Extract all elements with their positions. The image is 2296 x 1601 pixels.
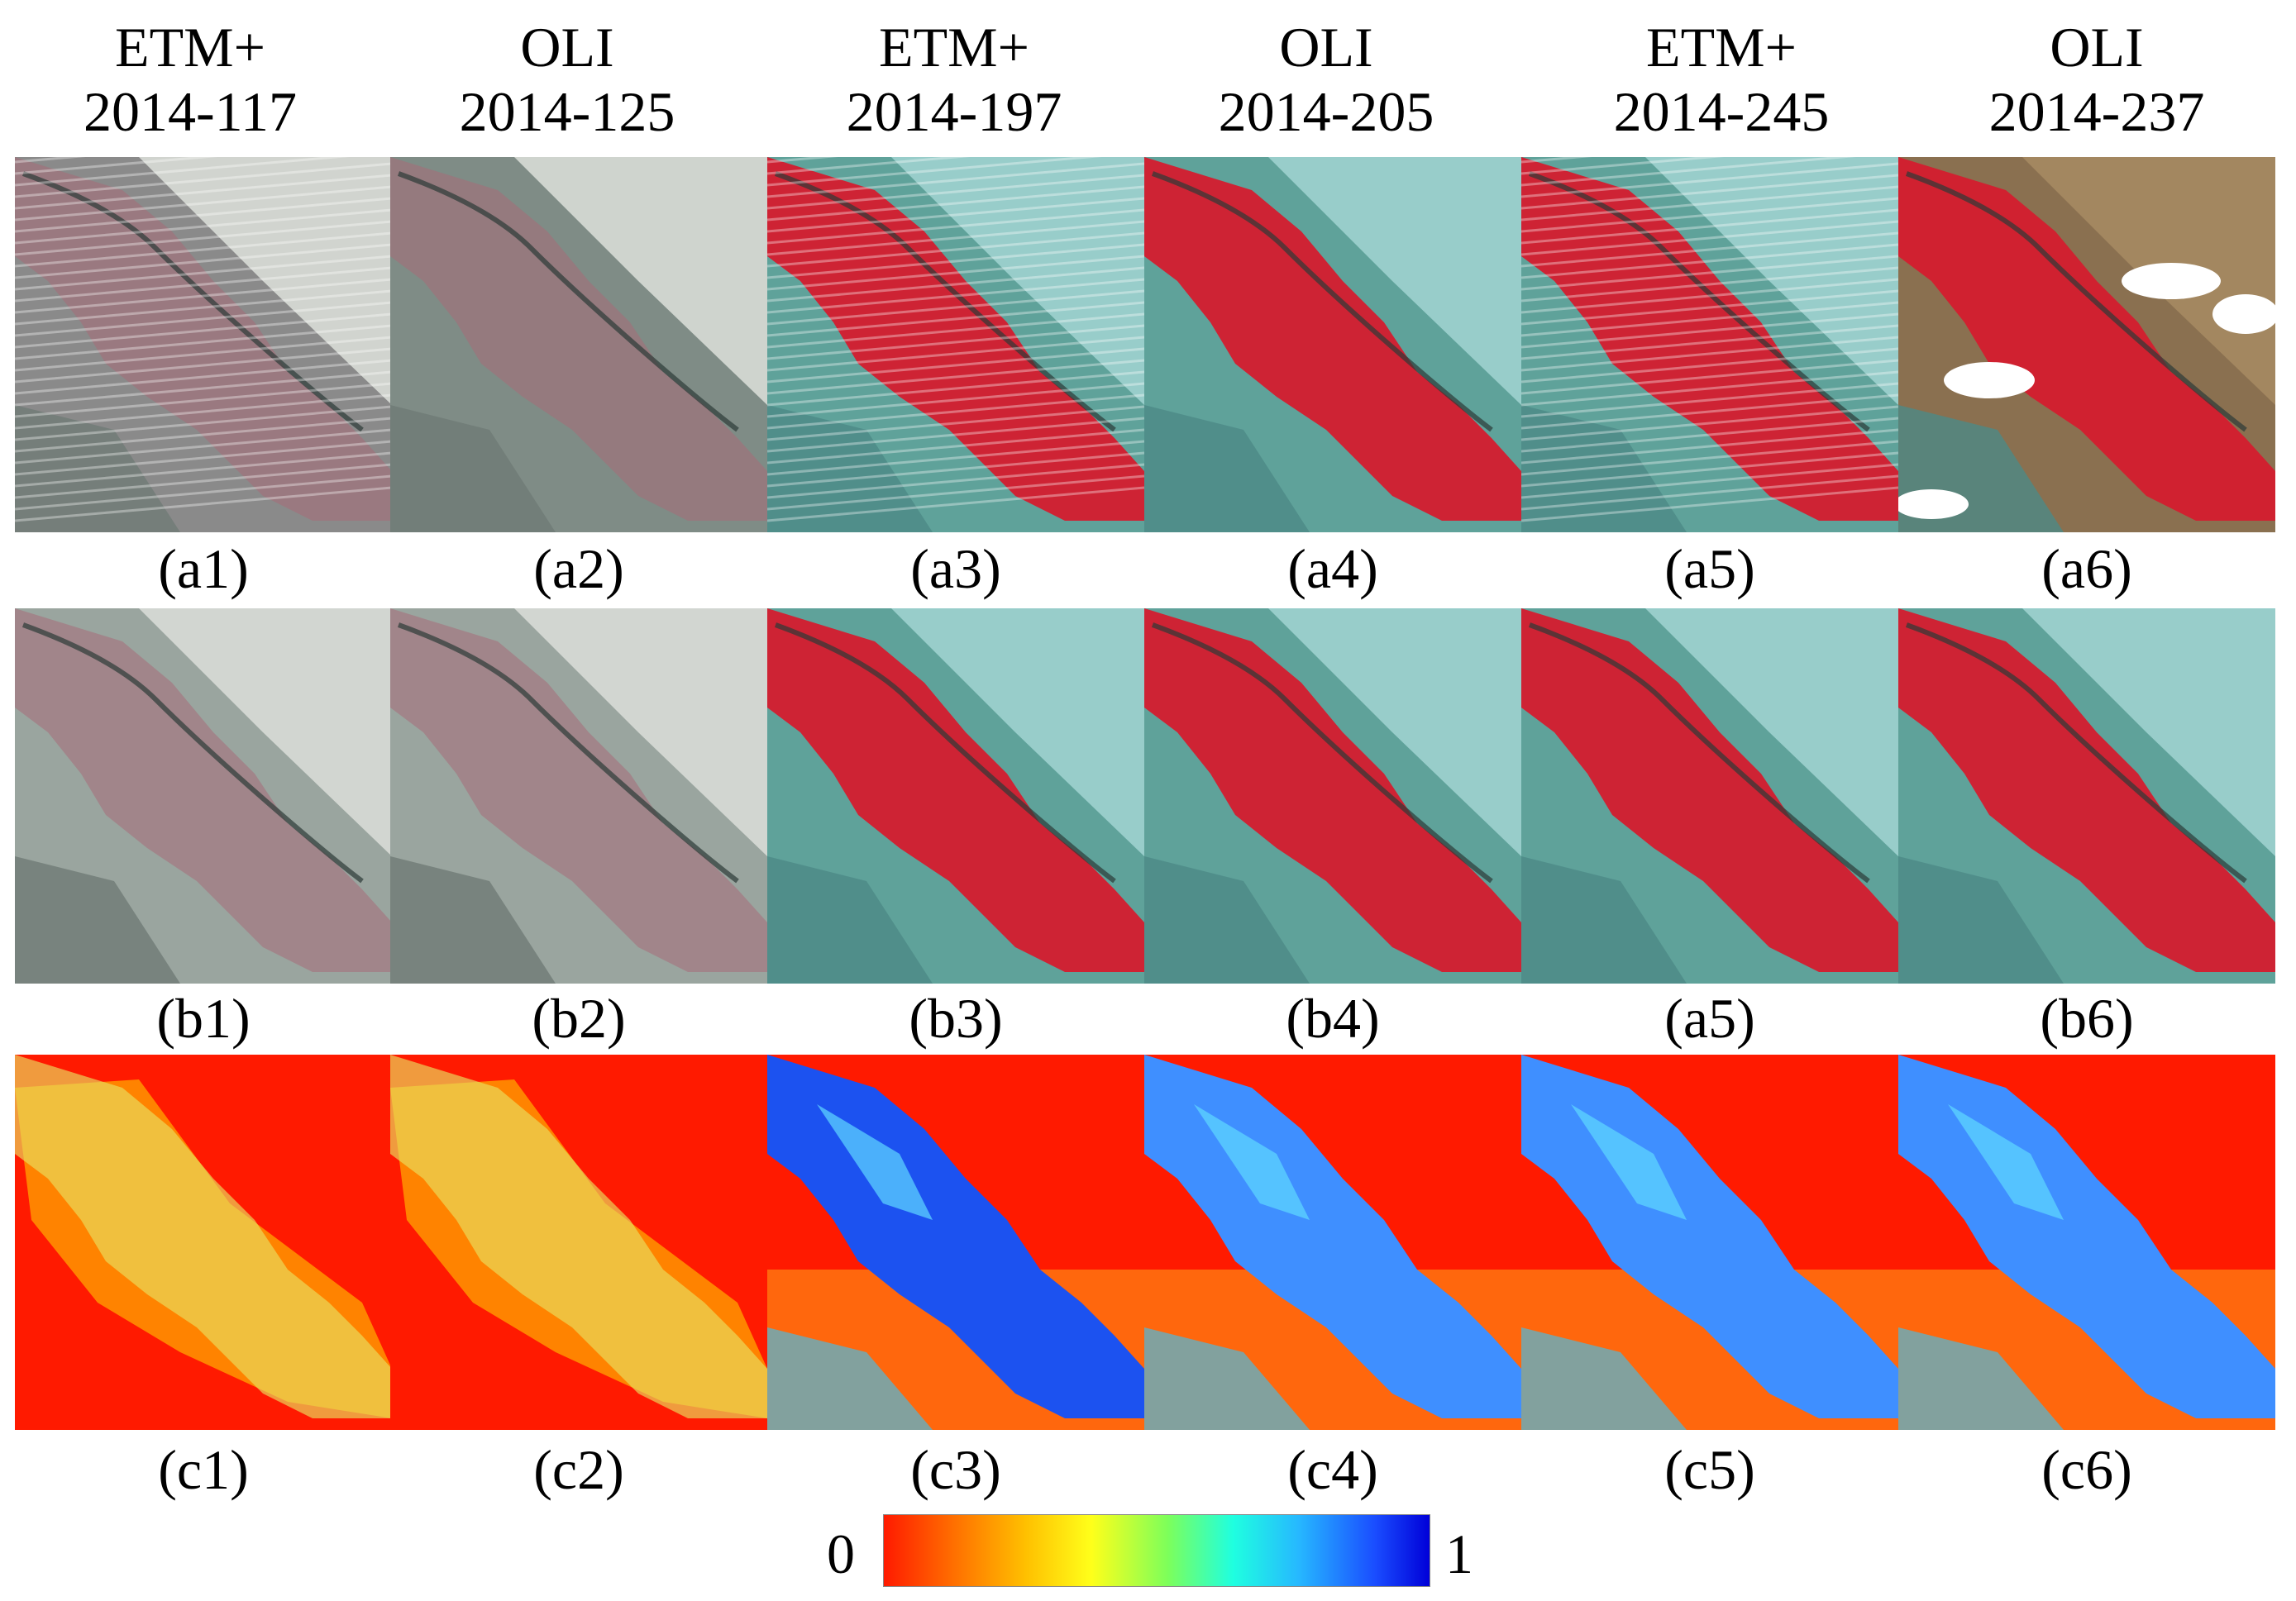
column-header-1: ETM+ 2014-117	[8, 15, 372, 144]
colorbar	[883, 1514, 1430, 1587]
panel-label: (a6)	[2041, 537, 2132, 600]
sensor-label: OLI	[520, 16, 614, 79]
panel-label: (a1)	[158, 537, 249, 600]
column-header-6: OLI 2014-237	[1915, 15, 2279, 144]
date-label: 2014-197	[846, 80, 1062, 143]
panel-a1	[15, 157, 392, 532]
column-header-2: OLI 2014-125	[385, 15, 749, 144]
panel-b3	[767, 608, 1144, 984]
date-label: 2014-205	[1218, 80, 1434, 143]
sensor-label: OLI	[2050, 16, 2144, 79]
sensor-label: ETM+	[879, 16, 1029, 79]
panel-label: (b4)	[1286, 987, 1380, 1050]
panel-label: (c1)	[158, 1438, 249, 1501]
colorbar-min-label: 0	[827, 1522, 855, 1585]
panel-a5	[1521, 157, 1898, 532]
panel-label: (a5)	[1664, 537, 1755, 600]
panel-label: (b2)	[532, 987, 626, 1050]
date-label: 2014-245	[1613, 80, 1830, 143]
date-label: 2014-237	[1988, 80, 2205, 143]
panel-c1	[15, 1055, 392, 1430]
panel-c2	[390, 1055, 767, 1430]
panel-a3	[767, 157, 1144, 532]
panel-c6	[1898, 1055, 2275, 1430]
colorbar-max-label: 1	[1445, 1522, 1473, 1585]
panel-a2	[390, 157, 767, 532]
panel-label: (c5)	[1664, 1438, 1755, 1501]
sensor-label: OLI	[1279, 16, 1373, 79]
sensor-label: ETM+	[1646, 16, 1797, 79]
date-label: 2014-125	[459, 80, 675, 143]
panel-b2	[390, 608, 767, 984]
panel-b1	[15, 608, 392, 984]
panel-b6	[1898, 608, 2275, 984]
column-header-4: OLI 2014-205	[1144, 15, 1508, 144]
panel-label: (a4)	[1287, 537, 1378, 600]
panel-label: (a2)	[533, 537, 624, 600]
panel-c4	[1144, 1055, 1521, 1430]
panel-label: (b6)	[2040, 987, 2134, 1050]
panel-a5	[1521, 608, 1898, 984]
date-label: 2014-117	[83, 80, 298, 143]
panel-label: (c2)	[533, 1438, 624, 1501]
panel-label: (b1)	[156, 987, 251, 1050]
sensor-label: ETM+	[115, 16, 265, 79]
column-header-5: ETM+ 2014-245	[1539, 15, 1903, 144]
panel-a4	[1144, 157, 1521, 532]
panel-a6	[1898, 157, 2275, 532]
panel-label: (b3)	[909, 987, 1003, 1050]
panel-label: (c4)	[1287, 1438, 1378, 1501]
panel-label: (c6)	[2041, 1438, 2132, 1501]
panel-label: (c3)	[910, 1438, 1001, 1501]
panel-b4	[1144, 608, 1521, 984]
panel-c3	[767, 1055, 1144, 1430]
column-header-3: ETM+ 2014-197	[772, 15, 1136, 144]
panel-label: (a5)	[1664, 987, 1755, 1050]
panel-label: (a3)	[910, 537, 1001, 600]
panel-c5	[1521, 1055, 1898, 1430]
